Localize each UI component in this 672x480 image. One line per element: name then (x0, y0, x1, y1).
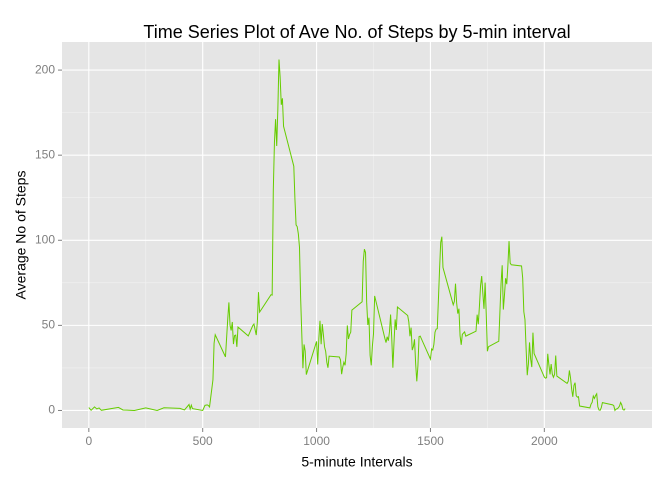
data-line (88, 59, 626, 412)
x-tick-label: 0 (85, 434, 92, 448)
chart-title: Time Series Plot of Ave No. of Steps by … (143, 22, 570, 42)
x-tick-label: 2000 (531, 434, 558, 448)
x-tick-label: 1000 (303, 434, 330, 448)
grid (62, 42, 652, 428)
x-axis-title: 5-minute Intervals (301, 454, 412, 470)
y-axis-title: Average No of Steps (13, 171, 29, 300)
x-tick-label: 1500 (417, 434, 444, 448)
y-tick-label: 50 (42, 318, 56, 332)
y-tick-label: 200 (35, 62, 55, 76)
y-tick-label: 150 (35, 147, 55, 161)
marks (88, 59, 626, 412)
x-tick-label: 500 (193, 434, 213, 448)
y-tick-label: 100 (35, 232, 55, 246)
y-tick-label: 0 (48, 403, 55, 417)
plot-panel (62, 42, 652, 428)
